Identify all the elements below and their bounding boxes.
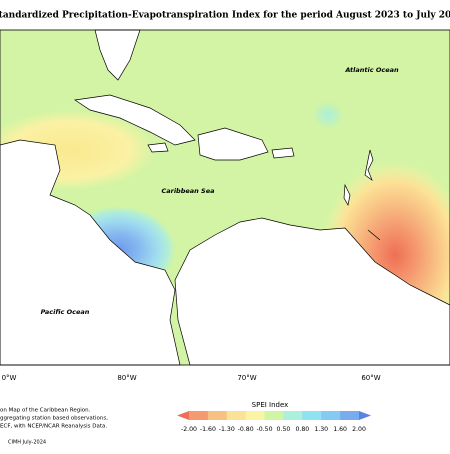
colorbar-label: -0.50 [257, 426, 273, 433]
land [343, 183, 351, 206]
colorbar-segment [189, 411, 209, 420]
colorbar-segment [340, 411, 360, 420]
land [364, 149, 374, 181]
colorbar: -2.00 -1.60 -1.30 -0.80 -0.50 0.50 0.80 1.30 1.6… [177, 411, 371, 433]
colorbar-segment [207, 411, 228, 420]
colorbar-segment [283, 411, 303, 420]
land [74, 94, 196, 146]
legend-title: SPEI Index [252, 401, 289, 409]
colorbar-segment [245, 411, 265, 420]
ocean-label: Atlantic Ocean [344, 66, 399, 74]
colorbar-segment [226, 411, 246, 420]
colorbar-label: -2.00 [181, 426, 197, 433]
credit: CIMH July-2024 [8, 440, 46, 446]
longitude-label: 70°W [237, 374, 256, 382]
colorbar-label: -0.80 [238, 426, 254, 433]
colorbar-label: 1.60 [333, 426, 347, 433]
longitude-label: 80°W [117, 374, 136, 382]
longitude-label: 60°W [361, 374, 380, 382]
longitude-label: 0°W [2, 374, 17, 382]
ocean-label: Pacific Ocean [41, 308, 90, 316]
colorbar-label: 1.30 [314, 426, 328, 433]
land [197, 127, 269, 161]
footer-line: ggregating station based observations, [0, 416, 108, 422]
colorbar-label: 0.50 [277, 426, 291, 433]
colorbar-label: -1.60 [200, 426, 216, 433]
sea-label: Caribbean Sea [161, 187, 214, 195]
colorbar-label: -1.30 [219, 426, 235, 433]
footer-line: ECF, with NCEP/NCAR Reanalysis Data. [0, 424, 107, 430]
colorbar-end [177, 411, 189, 420]
colorbar-end [359, 411, 371, 420]
footer-line: on Map of the Caribbean Region. [0, 408, 91, 414]
wet-area [312, 101, 344, 129]
title: Standardized Precipitation-Evapotranspir… [0, 11, 450, 21]
colorbar-segment [321, 411, 341, 420]
colorbar-segment [264, 411, 284, 420]
map: Atlantic Ocean Caribbean Sea Pacific Oce… [0, 29, 450, 366]
map-frame [0, 29, 450, 366]
colorbar-label: 2.00 [352, 426, 366, 433]
land [147, 142, 169, 153]
colorbar-label: 0.80 [295, 426, 309, 433]
land [0, 139, 181, 366]
land [271, 147, 295, 159]
coastline [367, 229, 381, 241]
colorbar-segment [302, 411, 322, 420]
